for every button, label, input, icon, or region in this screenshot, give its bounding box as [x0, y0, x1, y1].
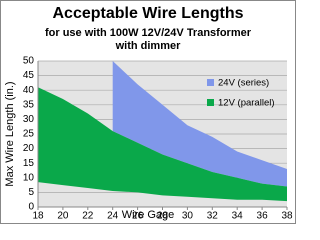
x-tick-label: 32 — [207, 211, 219, 222]
y-tick-label: 5 — [28, 187, 34, 198]
area — [112, 61, 287, 187]
legend-swatch — [207, 99, 214, 106]
x-tick-label: 18 — [32, 211, 44, 222]
y-tick-label: 15 — [23, 158, 35, 169]
y-tick-label: 30 — [23, 114, 35, 125]
x-axis-label: Wire Gage — [122, 209, 175, 221]
x-tick-label: 28 — [157, 211, 169, 222]
x-tick-label: 20 — [57, 211, 69, 222]
y-tick-label: 50 — [23, 56, 35, 67]
y-tick-label: 40 — [23, 85, 35, 96]
y-tick-label: 20 — [23, 143, 35, 154]
y-tick-label: 45 — [23, 70, 35, 81]
y-tick-label: 25 — [23, 129, 35, 140]
chart-subtitle: with dimmer — [115, 40, 182, 52]
x-tick-label: 36 — [257, 211, 269, 222]
y-tick-label: 10 — [23, 172, 35, 183]
chart-title: Acceptable Wire Lengths — [52, 5, 243, 22]
x-tick-label: 24 — [107, 211, 119, 222]
x-tick-label: 38 — [281, 211, 293, 222]
y-tick-label: 35 — [23, 99, 35, 110]
chart: Acceptable Wire Lengths for use with 100… — [0, 0, 296, 224]
chart-subtitle: for use with 100W 12V/24V Transformer — [45, 27, 252, 39]
x-tick-label: 26 — [132, 211, 144, 222]
x-tick-label: 30 — [182, 211, 194, 222]
y-tick-label: 0 — [28, 202, 34, 213]
x-tick-label: 22 — [82, 211, 94, 222]
legend-label: 24V (series) — [218, 78, 269, 89]
legend-label: 12V (parallel) — [218, 98, 275, 109]
y-axis-label: Max Wire Length (in.) — [4, 81, 16, 186]
x-tick-label: 34 — [232, 211, 244, 222]
legend-swatch — [207, 79, 214, 86]
area — [38, 87, 287, 202]
